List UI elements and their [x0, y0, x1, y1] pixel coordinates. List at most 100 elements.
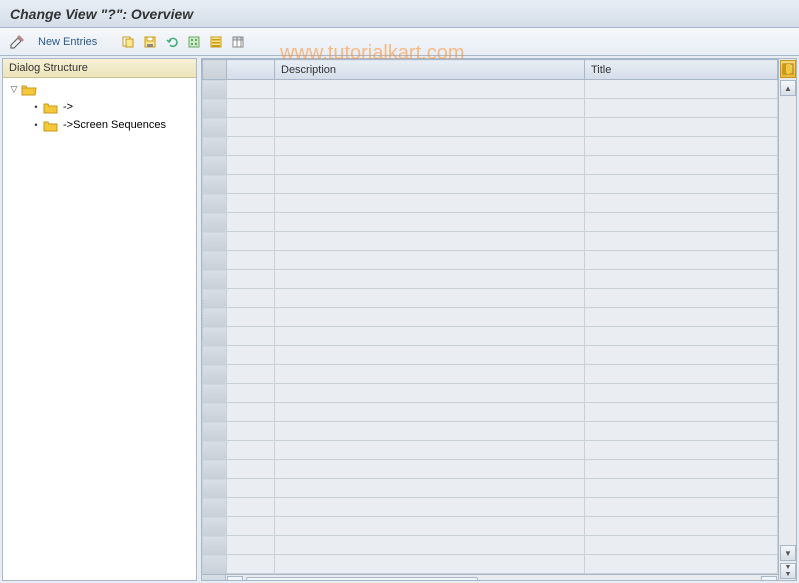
table-cell[interactable]	[227, 346, 275, 365]
row-selector[interactable]	[203, 555, 227, 574]
table-row[interactable]	[203, 213, 778, 232]
row-selector[interactable]	[203, 441, 227, 460]
table-cell[interactable]	[227, 308, 275, 327]
table-cell[interactable]	[585, 536, 778, 555]
table-cell[interactable]	[275, 555, 585, 574]
table-cell[interactable]	[275, 289, 585, 308]
table-row[interactable]	[203, 479, 778, 498]
table-cell[interactable]	[227, 422, 275, 441]
table-cell[interactable]	[275, 479, 585, 498]
row-selector[interactable]	[203, 517, 227, 536]
table-cell[interactable]	[275, 118, 585, 137]
vscroll-track[interactable]	[779, 97, 796, 544]
expander-icon[interactable]: ▽	[9, 84, 19, 95]
table-row[interactable]	[203, 289, 778, 308]
row-selector[interactable]	[203, 118, 227, 137]
table-cell[interactable]	[585, 213, 778, 232]
table-row[interactable]	[203, 441, 778, 460]
table-cell[interactable]	[585, 232, 778, 251]
table-cell[interactable]	[227, 251, 275, 270]
table-cell[interactable]	[227, 441, 275, 460]
table-cell[interactable]	[227, 118, 275, 137]
table-settings-icon[interactable]	[229, 33, 247, 51]
tree-item-child-2[interactable]: • ->Screen Sequences	[3, 116, 196, 134]
table-cell[interactable]	[585, 80, 778, 99]
table-cell[interactable]	[275, 384, 585, 403]
table-cell[interactable]	[585, 441, 778, 460]
table-cell[interactable]	[275, 517, 585, 536]
table-cell[interactable]	[275, 99, 585, 118]
table-row[interactable]	[203, 460, 778, 479]
table-row[interactable]	[203, 403, 778, 422]
table-cell[interactable]	[227, 232, 275, 251]
table-cell[interactable]	[585, 365, 778, 384]
row-selector[interactable]	[203, 137, 227, 156]
table-cell[interactable]	[227, 289, 275, 308]
edit-pencil-icon[interactable]	[8, 33, 26, 51]
table-row[interactable]	[203, 517, 778, 536]
new-entries-button[interactable]: New Entries	[38, 36, 97, 48]
table-row[interactable]	[203, 384, 778, 403]
table-cell[interactable]	[275, 346, 585, 365]
table-cell[interactable]	[275, 365, 585, 384]
scroll-left-button[interactable]: ◄	[227, 576, 243, 580]
deselect-all-icon[interactable]	[207, 33, 225, 51]
column-header-blank[interactable]	[227, 60, 275, 80]
row-selector[interactable]	[203, 289, 227, 308]
table-cell[interactable]	[585, 403, 778, 422]
row-selector[interactable]	[203, 460, 227, 479]
table-cell[interactable]	[585, 251, 778, 270]
table-cell[interactable]	[227, 403, 275, 422]
row-selector[interactable]	[203, 498, 227, 517]
table-cell[interactable]	[585, 99, 778, 118]
row-selector[interactable]	[203, 384, 227, 403]
table-cell[interactable]	[275, 251, 585, 270]
table-cell[interactable]	[585, 118, 778, 137]
table-row[interactable]	[203, 327, 778, 346]
scroll-bottom-button[interactable]: ▼▼	[780, 563, 796, 579]
table-cell[interactable]	[227, 175, 275, 194]
column-header-title[interactable]: Title	[585, 60, 778, 80]
row-selector[interactable]	[203, 156, 227, 175]
table-cell[interactable]	[275, 460, 585, 479]
table-cell[interactable]	[227, 517, 275, 536]
row-selector[interactable]	[203, 327, 227, 346]
panel-resize-handle[interactable]	[201, 300, 203, 340]
row-selector[interactable]	[203, 232, 227, 251]
table-row[interactable]	[203, 80, 778, 99]
table-cell[interactable]	[227, 156, 275, 175]
table-cell[interactable]	[227, 479, 275, 498]
table-cell[interactable]	[275, 213, 585, 232]
table-cell[interactable]	[227, 99, 275, 118]
table-cell[interactable]	[585, 156, 778, 175]
table-cell[interactable]	[227, 327, 275, 346]
table-cell[interactable]	[275, 270, 585, 289]
table-cell[interactable]	[227, 460, 275, 479]
table-row[interactable]	[203, 118, 778, 137]
table-cell[interactable]	[275, 232, 585, 251]
row-selector[interactable]	[203, 213, 227, 232]
table-cell[interactable]	[275, 536, 585, 555]
table-cell[interactable]	[275, 308, 585, 327]
table-cell[interactable]	[585, 327, 778, 346]
vertical-scrollbar[interactable]: ▲ ▼ ▼▼	[778, 59, 796, 580]
table-cell[interactable]	[585, 422, 778, 441]
table-cell[interactable]	[227, 194, 275, 213]
table-cell[interactable]	[275, 498, 585, 517]
table-cell[interactable]	[275, 403, 585, 422]
row-selector[interactable]	[203, 346, 227, 365]
table-cell[interactable]	[275, 156, 585, 175]
table-cell[interactable]	[585, 346, 778, 365]
table-cell[interactable]	[585, 555, 778, 574]
table-cell[interactable]	[585, 498, 778, 517]
table-cell[interactable]	[275, 327, 585, 346]
table-corner[interactable]	[203, 60, 227, 80]
table-cell[interactable]	[227, 555, 275, 574]
table-cell[interactable]	[275, 422, 585, 441]
table-cell[interactable]	[585, 175, 778, 194]
copy-icon[interactable]	[119, 33, 137, 51]
table-cell[interactable]	[585, 517, 778, 536]
table-cell[interactable]	[275, 194, 585, 213]
table-cell[interactable]	[585, 289, 778, 308]
row-selector[interactable]	[203, 403, 227, 422]
